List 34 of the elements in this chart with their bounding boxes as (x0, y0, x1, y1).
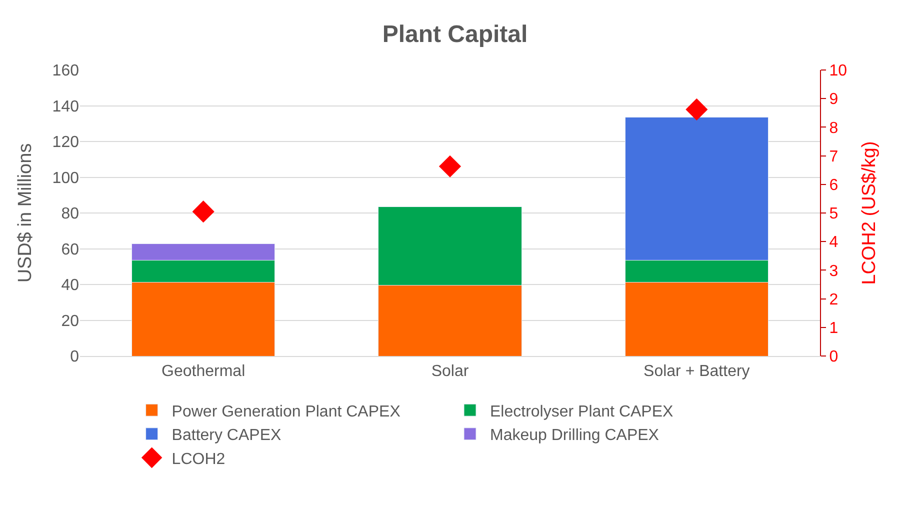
x-tick-label: Geothermal (162, 363, 246, 380)
y-tick-label: 120 (52, 134, 80, 152)
y-tick-label: 40 (61, 277, 80, 294)
y-tick-label: 100 (52, 170, 80, 187)
y2-tick-label: 8 (829, 120, 838, 137)
legend-label: Makeup Drilling CAPEX (490, 427, 660, 444)
y2-tick-label: 10 (829, 62, 848, 80)
y2-tick-label: 2 (829, 291, 838, 308)
legend-label: Battery CAPEX (172, 427, 282, 444)
y-tick-label: 0 (70, 348, 80, 366)
y2-tick-label: 4 (829, 234, 838, 252)
legend-label: LCOH2 (172, 450, 226, 468)
point (438, 155, 462, 178)
y2-tick-label: 5 (829, 206, 838, 223)
y-tick-label: 80 (61, 206, 80, 223)
y-tick-label: 140 (52, 98, 80, 116)
chart-title: Plant Capital (382, 21, 528, 48)
y2-tick-label: 1 (829, 320, 838, 337)
y2-tick-label: 9 (829, 91, 838, 108)
y2-axis-title: LCOH2 (US$/kg) (858, 141, 880, 285)
y-tick-label: 160 (52, 62, 80, 80)
legend-label: Power Generation Plant CAPEX (172, 403, 401, 420)
x-tick-label: Solar (431, 363, 470, 380)
y2-tick-label: 7 (829, 148, 838, 166)
y2-tick-label: 3 (829, 262, 838, 280)
point (686, 98, 708, 121)
point (192, 200, 214, 223)
y2-tick-label: 6 (829, 177, 838, 194)
y2-tick-label: 0 (829, 348, 838, 366)
y-tick-label: 20 (61, 312, 80, 330)
legend-label: Electrolyser Plant CAPEX (490, 403, 674, 420)
y-tick-label: 60 (61, 241, 80, 258)
y-axis-title: USD$ in Millions (15, 143, 36, 283)
x-tick-label: Solar + Battery (644, 363, 750, 380)
